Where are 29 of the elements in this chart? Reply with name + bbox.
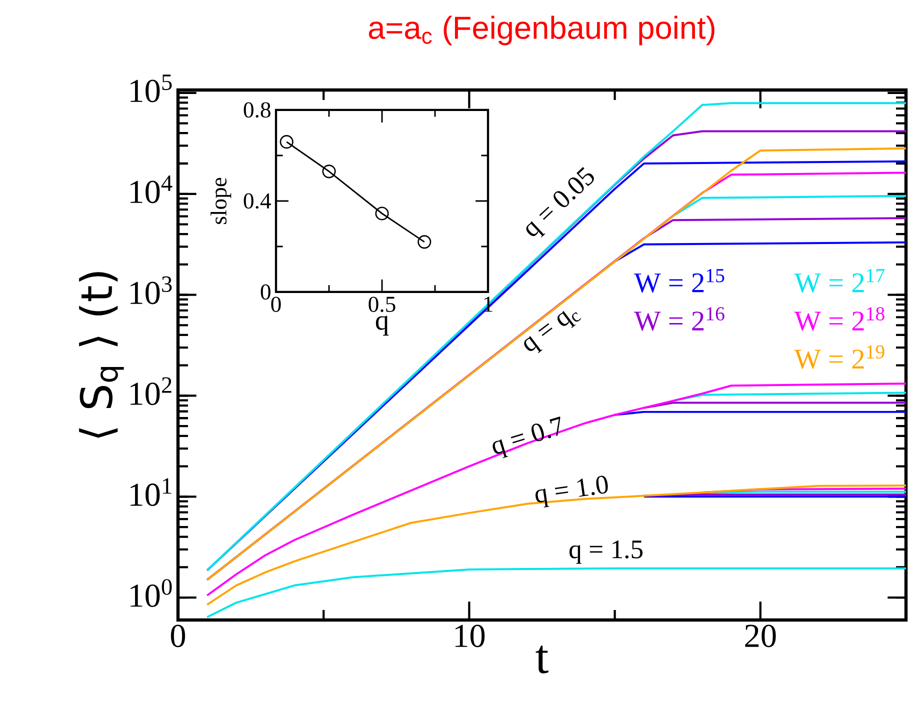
x-tick-label: 0.5: [368, 296, 396, 312]
text: W = 2$^{17}$: [794, 269, 885, 293]
y-tick-label: 10$^{1}$: [130, 478, 172, 506]
text: W = 2$^{19}$: [794, 345, 884, 369]
y-tick-label: 10$^{4}$: [130, 175, 172, 204]
annotation: q = 0.05: [526, 167, 594, 238]
y-tick-label: 10$^{3}$: [130, 276, 172, 304]
y-tick-label: 10$^{0}$: [130, 579, 172, 608]
y-axis-title: ⟨ S$_{q}$ ⟩ (t): [79, 272, 124, 438]
x-axis-title: q: [376, 316, 389, 336]
x-tick-label: 1: [484, 296, 492, 312]
x-tick-label: 10: [455, 624, 485, 648]
y-tick-label: 10$^{2}$: [130, 377, 172, 406]
x-axis-title: t: [536, 646, 548, 674]
text: W = 2$^{18}$: [794, 307, 884, 331]
y-tick-label: 0.4: [244, 193, 271, 209]
annotation: q = 1.5: [570, 540, 643, 564]
annotation: q = q$_{c}$: [524, 310, 582, 354]
annotation: q = 0.7: [492, 416, 560, 458]
x-tick-label: 20: [745, 624, 776, 648]
y-axis-title: slope: [210, 178, 232, 224]
chart-title: a=a$_{c}$ (Feigenbaum point): [368, 16, 714, 46]
y-tick-label: 0: [260, 284, 270, 300]
y-tick-label: 0.8: [244, 102, 270, 118]
y-tick-label: 10$^{5}$: [130, 74, 172, 102]
series-label: W = 2$^{16}$: [634, 307, 724, 331]
annotation: q = 1.0: [536, 476, 608, 508]
x-tick-label: 0: [271, 296, 281, 312]
series-label: W = 2$^{15}$: [634, 269, 724, 293]
